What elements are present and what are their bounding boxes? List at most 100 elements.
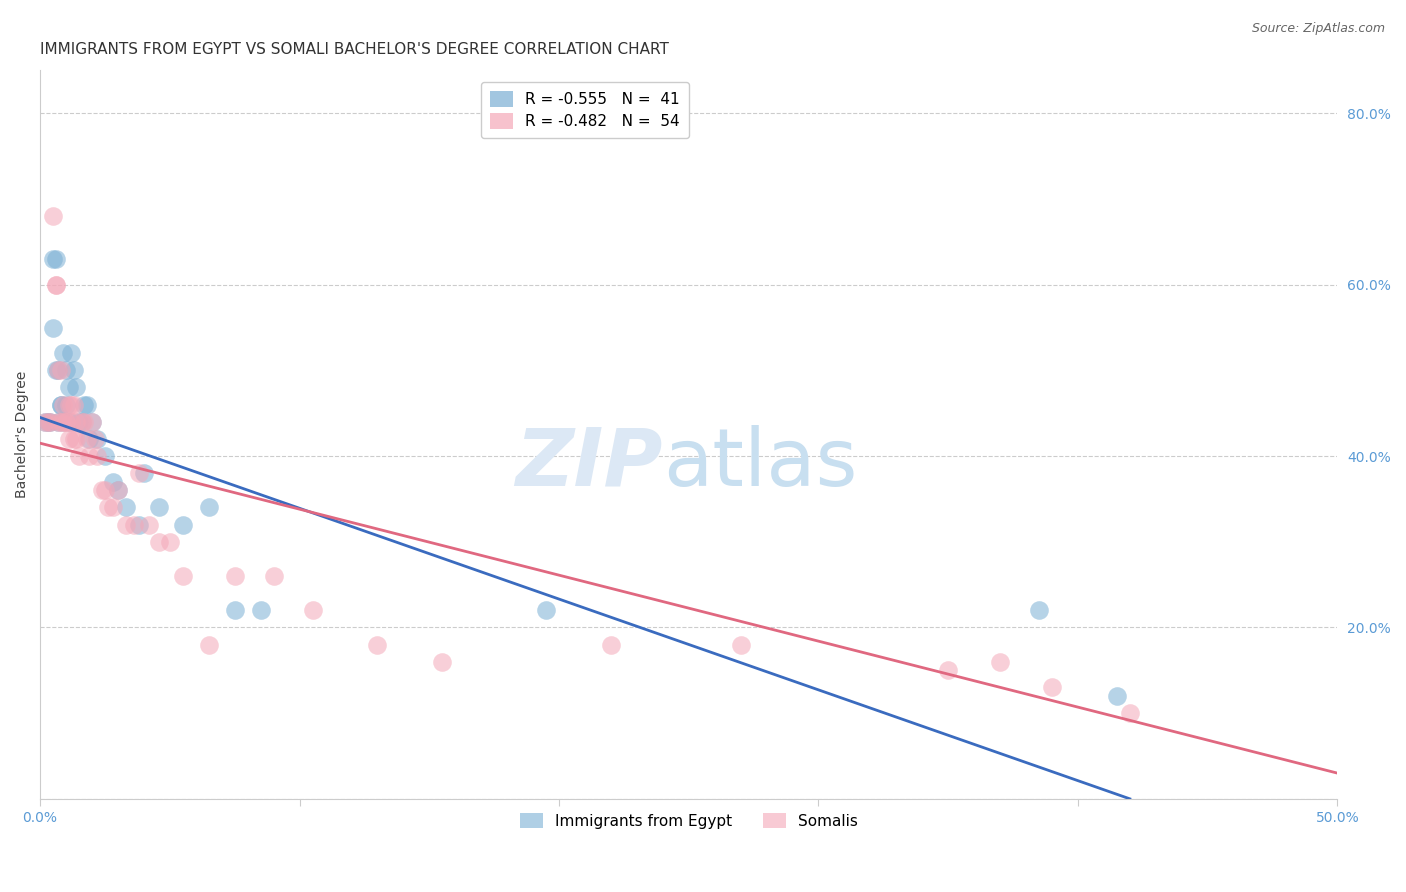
Point [42, 252, 65, 266]
Point [49, 363, 72, 377]
Point [63, 363, 86, 377]
Point [101, 500, 124, 515]
Legend: Immigrants from Egypt, Somalis: Immigrants from Egypt, Somalis [513, 806, 863, 835]
Point [1119, 706, 1142, 720]
Point [197, 638, 219, 652]
Point [224, 603, 246, 617]
Point [432, 655, 454, 669]
Point [70, 415, 93, 429]
Point [79, 432, 101, 446]
Point [63, 432, 86, 446]
Point [49, 415, 72, 429]
Point [80, 415, 103, 429]
Point [39, 415, 62, 429]
Point [76, 432, 98, 446]
Point [45, 277, 67, 292]
Point [172, 569, 194, 583]
Point [128, 466, 150, 480]
Point [73, 415, 96, 429]
Point [1105, 689, 1128, 703]
Point [730, 638, 752, 652]
Point [63, 398, 86, 412]
Point [60, 415, 83, 429]
Point [91, 483, 114, 498]
Point [97, 500, 120, 515]
Point [159, 534, 181, 549]
Point [34, 415, 56, 429]
Point [55, 415, 77, 429]
Point [67, 449, 90, 463]
Point [114, 517, 136, 532]
Text: atlas: atlas [662, 425, 858, 503]
Point [366, 638, 388, 652]
Point [70, 415, 93, 429]
Point [46, 415, 69, 429]
Point [122, 517, 145, 532]
Point [34, 415, 56, 429]
Point [58, 380, 80, 394]
Point [128, 517, 150, 532]
Y-axis label: Bachelor's Degree: Bachelor's Degree [15, 371, 30, 499]
Point [42, 320, 65, 334]
Point [197, 500, 219, 515]
Point [148, 500, 170, 515]
Point [79, 449, 101, 463]
Point [52, 398, 75, 412]
Point [55, 398, 77, 412]
Point [76, 398, 98, 412]
Point [83, 432, 105, 446]
Point [1040, 681, 1063, 695]
Point [39, 415, 62, 429]
Point [224, 569, 246, 583]
Text: IMMIGRANTS FROM EGYPT VS SOMALI BACHELOR'S DEGREE CORRELATION CHART: IMMIGRANTS FROM EGYPT VS SOMALI BACHELOR… [41, 42, 669, 57]
Point [534, 603, 557, 617]
Point [101, 475, 124, 489]
Point [65, 380, 87, 394]
Point [172, 517, 194, 532]
Point [86, 432, 108, 446]
Point [46, 363, 69, 377]
Point [55, 415, 77, 429]
Point [58, 398, 80, 412]
Point [94, 449, 117, 463]
Text: ZIP: ZIP [516, 425, 662, 503]
Point [45, 363, 67, 377]
Point [148, 534, 170, 549]
Point [1028, 603, 1050, 617]
Point [60, 398, 83, 412]
Point [60, 346, 83, 360]
Point [107, 483, 129, 498]
Point [249, 603, 271, 617]
Point [107, 483, 129, 498]
Text: Source: ZipAtlas.com: Source: ZipAtlas.com [1251, 22, 1385, 36]
Point [52, 346, 75, 360]
Point [65, 432, 87, 446]
Point [114, 500, 136, 515]
Point [301, 603, 323, 617]
Point [263, 569, 285, 583]
Point [94, 483, 117, 498]
Point [58, 432, 80, 446]
Point [55, 363, 77, 377]
Point [49, 398, 72, 412]
Point [37, 415, 59, 429]
Point [73, 398, 96, 412]
Point [46, 415, 69, 429]
Point [46, 363, 69, 377]
Point [37, 415, 59, 429]
Point [52, 415, 75, 429]
Point [49, 398, 72, 412]
Point [132, 466, 155, 480]
Point [138, 517, 160, 532]
Point [45, 277, 67, 292]
Point [45, 252, 67, 266]
Point [42, 209, 65, 223]
Point [600, 638, 623, 652]
Point [936, 663, 959, 677]
Point [58, 415, 80, 429]
Point [988, 655, 1011, 669]
Point [52, 415, 75, 429]
Point [65, 415, 87, 429]
Point [80, 415, 103, 429]
Point [67, 415, 90, 429]
